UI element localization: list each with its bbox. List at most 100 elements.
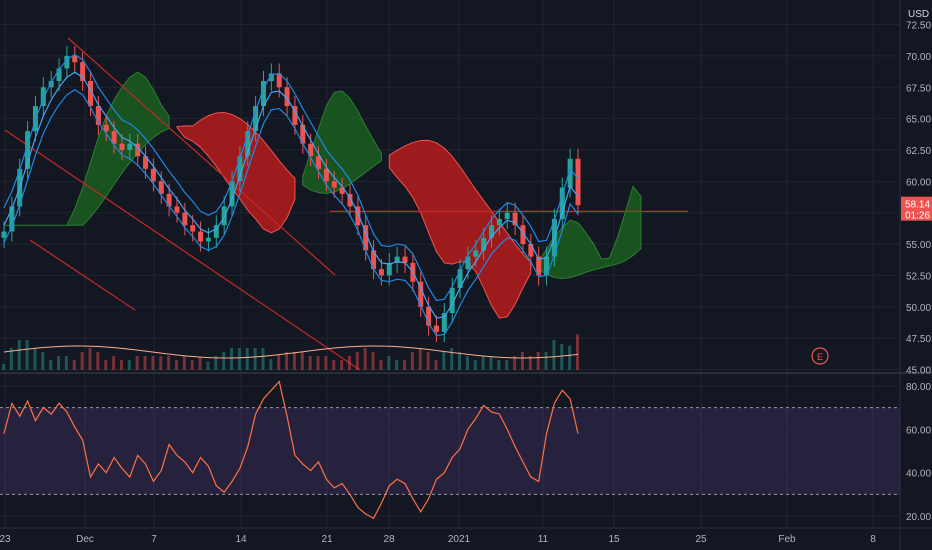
cloud-bullish xyxy=(538,185,642,280)
candle-body xyxy=(465,256,471,270)
time-tick-label: 11 xyxy=(538,534,549,545)
volume-bar xyxy=(2,364,5,370)
candle-body xyxy=(158,181,164,194)
candle-body xyxy=(394,256,400,263)
volume-bar xyxy=(237,348,241,370)
volume-bar xyxy=(261,348,265,370)
candle-body xyxy=(127,143,133,150)
price-tick-label: 55.00 xyxy=(906,240,931,251)
candle-body xyxy=(276,73,282,88)
volume-bar xyxy=(151,356,155,370)
ema-line xyxy=(3,71,579,319)
candle-body xyxy=(80,62,86,81)
volume-bar xyxy=(410,352,414,370)
candle-body xyxy=(245,131,251,157)
candle-body xyxy=(103,124,109,132)
volume-bar xyxy=(49,360,53,370)
time-tick-label: Dec xyxy=(76,534,94,545)
candle-body xyxy=(536,256,542,276)
candle-body xyxy=(284,87,290,107)
volume-bar xyxy=(403,360,407,370)
ema-line xyxy=(3,89,579,337)
candle-body xyxy=(213,225,219,238)
candle-body xyxy=(166,193,172,207)
volume-bar xyxy=(25,340,29,370)
volume-bar xyxy=(198,357,202,370)
volume-bar xyxy=(190,360,194,370)
price-tick-label: 67.50 xyxy=(906,83,931,94)
trend-line xyxy=(29,239,136,311)
candle-body xyxy=(190,225,196,232)
candle-body xyxy=(87,80,93,107)
volume-bar xyxy=(206,361,210,370)
volume-bar xyxy=(450,348,454,370)
candle-body xyxy=(64,55,70,69)
price-badge-countdown: 01:26 xyxy=(905,211,930,222)
time-tick-label: 28 xyxy=(383,534,395,545)
volume-bar xyxy=(253,348,257,370)
volume-bars xyxy=(2,334,579,370)
rsi-tick-label: 40.00 xyxy=(906,469,931,480)
candle-body xyxy=(300,124,306,144)
candle-body xyxy=(221,206,227,226)
volume-bar xyxy=(308,356,312,370)
candle-body xyxy=(95,106,101,125)
ema-line xyxy=(3,53,579,302)
volume-ma-line xyxy=(3,345,579,359)
price-tick-label: 65.00 xyxy=(906,115,931,126)
volume-bar xyxy=(528,356,532,370)
candle-body xyxy=(402,256,408,263)
volume-bar xyxy=(434,360,438,370)
volume-bar xyxy=(245,348,249,370)
candle-body xyxy=(143,156,149,169)
volume-bar xyxy=(481,356,485,370)
volume-bar xyxy=(300,352,304,370)
candle-body xyxy=(198,231,204,242)
price-tick-label: 47.50 xyxy=(906,334,931,345)
candle-body xyxy=(339,187,345,194)
earnings-marker-label: E xyxy=(817,352,823,362)
candle-body xyxy=(9,206,15,232)
volume-bar xyxy=(332,360,336,370)
time-tick-label: 21 xyxy=(321,534,333,545)
currency-label: USD xyxy=(908,9,929,20)
price-tick-label: 72.50 xyxy=(906,21,931,32)
price-tick-label: 70.00 xyxy=(906,52,931,63)
volume-bar xyxy=(222,352,226,370)
cloud-bullish xyxy=(302,90,382,194)
volume-bar xyxy=(285,352,289,370)
candle-body xyxy=(386,262,392,276)
candle-body xyxy=(237,156,243,182)
candle-body xyxy=(418,281,424,307)
price-tick-label: 60.00 xyxy=(906,177,931,188)
candle-body xyxy=(363,225,369,251)
time-tick-label: 15 xyxy=(608,534,620,545)
candle-body xyxy=(150,168,156,182)
volume-bar xyxy=(371,352,375,370)
candle-body xyxy=(575,158,581,206)
volume-bar xyxy=(143,356,147,370)
volume-bar xyxy=(340,360,344,370)
candle-body xyxy=(567,158,573,188)
price-tick-label: 50.00 xyxy=(906,303,931,314)
volume-bar xyxy=(513,356,517,370)
candle-body xyxy=(355,206,361,226)
candle-body xyxy=(512,212,518,226)
volume-bar xyxy=(167,356,171,370)
volume-bar xyxy=(159,356,163,370)
rsi-tick-label: 60.00 xyxy=(906,425,931,436)
volume-bar xyxy=(57,356,61,370)
volume-bar xyxy=(568,345,572,370)
volume-bar xyxy=(292,352,296,370)
candle-body xyxy=(229,181,235,207)
volume-bar xyxy=(214,356,218,370)
candle-body xyxy=(504,212,510,219)
candle-body xyxy=(449,287,455,314)
volume-bar xyxy=(269,359,273,370)
volume-bar xyxy=(552,340,556,370)
rsi-tick-label: 80.00 xyxy=(906,382,931,393)
candle-body xyxy=(56,68,62,81)
volume-bar xyxy=(72,360,76,370)
candle-body xyxy=(260,80,266,107)
